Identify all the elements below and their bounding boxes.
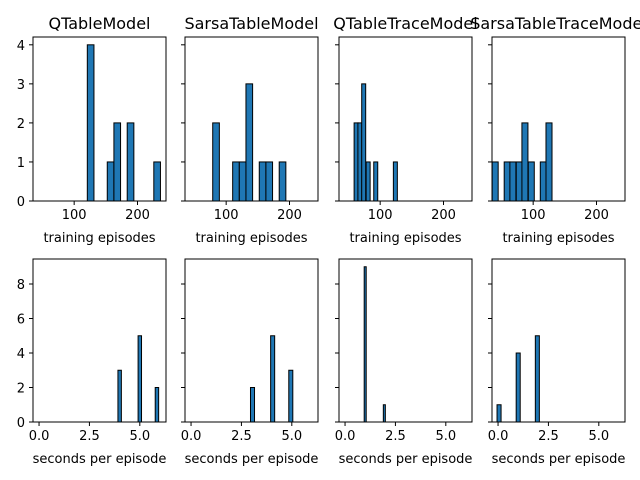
x-tick-label: 2.5 bbox=[538, 429, 559, 444]
histogram-bar bbox=[373, 161, 379, 202]
x-tick-label: 100 bbox=[62, 208, 87, 223]
y-tick-label: 8 bbox=[17, 278, 25, 293]
plot-frame bbox=[32, 258, 167, 423]
histogram-bar bbox=[106, 161, 115, 202]
y-tick-label: 0 bbox=[17, 416, 25, 431]
x-tick-label: 100 bbox=[214, 208, 239, 223]
x-axis-label: seconds per episode bbox=[339, 452, 473, 467]
histogram-bar bbox=[137, 335, 143, 423]
x-axis-label: training episodes bbox=[502, 231, 614, 246]
histogram-bar bbox=[258, 161, 267, 202]
y-tick-label: 2 bbox=[17, 382, 25, 397]
histogram-bar bbox=[245, 83, 254, 202]
histogram-bar bbox=[86, 44, 95, 202]
plot-frame bbox=[491, 36, 626, 202]
x-tick-label: 0.0 bbox=[335, 429, 356, 444]
histogram-bar bbox=[382, 404, 386, 423]
y-tick-label: 0 bbox=[17, 195, 25, 210]
histogram-bar bbox=[288, 369, 294, 423]
x-tick-label: 0.0 bbox=[181, 429, 202, 444]
y-tick-label: 6 bbox=[17, 313, 25, 328]
x-tick-label: 0.0 bbox=[488, 429, 509, 444]
histogram-bar bbox=[509, 161, 517, 202]
x-tick-label: 200 bbox=[125, 208, 150, 223]
x-tick-label: 2.5 bbox=[385, 429, 406, 444]
y-tick-label: 3 bbox=[17, 78, 25, 93]
histogram-bar bbox=[365, 161, 371, 202]
x-axis-label: seconds per episode bbox=[33, 452, 167, 467]
x-tick-label: 5.0 bbox=[281, 429, 302, 444]
subplot-title: QTableTraceModel bbox=[333, 14, 477, 33]
histogram-bar bbox=[126, 122, 135, 202]
x-axis-label: training episodes bbox=[195, 231, 307, 246]
histogram-bar bbox=[521, 122, 529, 202]
x-tick-label: 200 bbox=[277, 208, 302, 223]
plot-frame bbox=[338, 36, 473, 202]
plot-frame bbox=[338, 258, 473, 423]
histogram-bar bbox=[491, 161, 499, 202]
x-tick-label: 200 bbox=[584, 208, 609, 223]
histogram-bar bbox=[363, 266, 367, 423]
plot-frame bbox=[491, 258, 626, 423]
subplot-7: 0.0 2.5 5.0 seconds per episode bbox=[335, 258, 473, 467]
histogram-bar bbox=[154, 387, 160, 423]
histogram-bar bbox=[515, 352, 521, 423]
subplot-8: 0.0 2.5 5.0 seconds per episode bbox=[488, 258, 626, 467]
x-tick-label: 100 bbox=[368, 208, 393, 223]
x-tick-label: 100 bbox=[521, 208, 546, 223]
x-tick-label: 2.5 bbox=[79, 429, 100, 444]
y-tick-label: 4 bbox=[17, 347, 25, 362]
subplot-title: QTableModel bbox=[48, 14, 150, 33]
histogram-bar bbox=[527, 161, 535, 202]
x-axis-label: training episodes bbox=[43, 231, 155, 246]
subplot-6: 0.0 2.5 5.0 seconds per episode bbox=[181, 258, 319, 467]
x-axis-label: seconds per episode bbox=[185, 452, 319, 467]
histogram-bar bbox=[545, 122, 553, 202]
histogram-bar bbox=[361, 83, 367, 202]
x-tick-label: 200 bbox=[431, 208, 456, 223]
subplot-1: 100 200 0 1 2 3 4 training episodes QTableModel bbox=[17, 14, 167, 246]
histogram-bar bbox=[278, 161, 287, 202]
y-tick-label: 2 bbox=[17, 117, 25, 132]
histogram-bar bbox=[539, 161, 547, 202]
subplot-5: 0.0 2.5 5.0 0 2 4 6 8 seconds per episode bbox=[17, 258, 167, 467]
histogram-bar bbox=[212, 122, 220, 202]
y-tick-label: 1 bbox=[17, 156, 25, 171]
subplot-2: 100 200 training episodes SarsaTableModel bbox=[181, 14, 319, 246]
x-tick-label: 5.0 bbox=[435, 429, 456, 444]
plot-frame bbox=[184, 36, 319, 202]
histogram-bar bbox=[153, 161, 161, 202]
histogram-bar bbox=[238, 161, 247, 202]
plot-frame bbox=[184, 258, 319, 423]
histogram-bar bbox=[249, 387, 256, 423]
histogram-bar bbox=[113, 122, 122, 202]
plot-frame bbox=[32, 36, 167, 202]
histogram-bar bbox=[392, 161, 398, 202]
subplot-4: 100 200 training episodes SarsaTableTraceMo… bbox=[470, 14, 640, 246]
histogram-bar bbox=[515, 161, 523, 202]
x-axis-label: seconds per episode bbox=[492, 452, 626, 467]
x-tick-label: 5.0 bbox=[129, 429, 150, 444]
subplot-title: SarsaTableTraceModel bbox=[470, 14, 640, 33]
subplot-title: SarsaTableModel bbox=[184, 14, 318, 33]
histogram-bar bbox=[265, 161, 274, 202]
x-axis-label: training episodes bbox=[349, 231, 461, 246]
histogram-bar bbox=[496, 404, 502, 423]
histogram-bar bbox=[232, 161, 240, 202]
histogram-bar bbox=[534, 335, 540, 423]
subplot-3: 100 200 training episodes QTableTraceModel bbox=[333, 14, 477, 246]
x-tick-label: 0.0 bbox=[29, 429, 50, 444]
histogram-bar bbox=[270, 335, 276, 423]
x-tick-label: 5.0 bbox=[588, 429, 609, 444]
histogram-bar bbox=[503, 161, 511, 202]
histogram-bar bbox=[117, 369, 122, 423]
x-tick-label: 2.5 bbox=[231, 429, 252, 444]
y-tick-label: 4 bbox=[17, 39, 25, 54]
